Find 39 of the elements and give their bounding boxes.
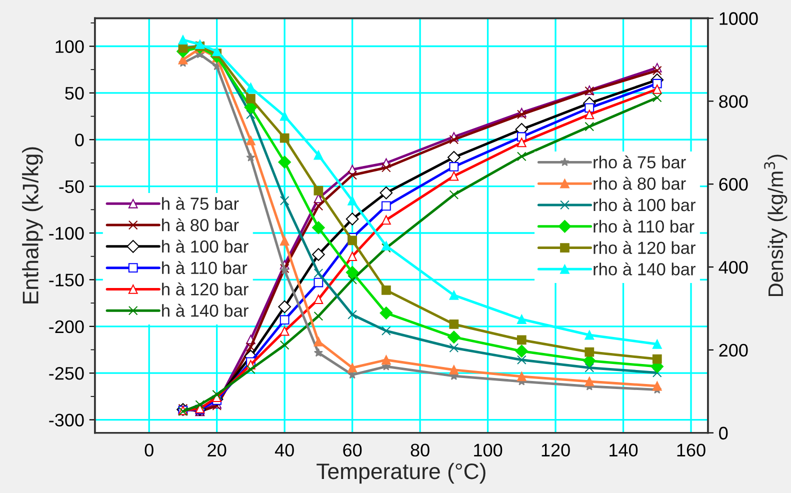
y2-tick-label: 800 xyxy=(719,95,748,108)
legend-label: rho à 80 bar xyxy=(594,176,686,190)
legend-label: h à 80 bar xyxy=(162,218,239,232)
legend-label: h à 120 bar xyxy=(162,282,248,296)
y-axis-title: Enthalpy (kJ/kg) xyxy=(22,147,43,304)
x-tick-label: 100 xyxy=(474,444,502,457)
legend-label: rho à 140 bar xyxy=(594,262,696,276)
y-tick-label: -250 xyxy=(49,367,84,380)
y-tick-label: -200 xyxy=(49,320,84,334)
x-tick-label: 0 xyxy=(144,444,154,457)
y-tick-label: -150 xyxy=(49,274,84,286)
y2-tick-label: 400 xyxy=(718,260,748,274)
y2-tick-label: 200 xyxy=(719,344,748,357)
x-tick-label: 40 xyxy=(274,444,294,457)
x-tick-label: 60 xyxy=(343,444,362,457)
y2-tick-label: 0 xyxy=(719,426,728,440)
legend-label: rho à 100 bar xyxy=(594,198,696,212)
x-axis-title: Temperature (°C) xyxy=(316,462,486,484)
x-tick-label: 80 xyxy=(410,444,430,457)
y-tick-label: 50 xyxy=(65,86,84,100)
y2-axis-title: Density (kg/m$^{3}$) xyxy=(764,154,788,296)
y-tick-label: 0 xyxy=(75,134,84,146)
legend-label: rho à 120 bar xyxy=(594,241,696,254)
legend-label: rho à 110 bar xyxy=(594,220,694,233)
legend-label: h à 140 bar xyxy=(162,304,248,317)
y2-tick-label: 600 xyxy=(719,178,748,191)
y-tick-label: -50 xyxy=(59,180,84,194)
y-tick-label: -300 xyxy=(49,414,84,426)
x-tick-label: 160 xyxy=(677,444,706,457)
legend-label: h à 75 bar xyxy=(162,196,239,210)
legend-label: h à 100 bar xyxy=(162,240,248,253)
y-tick-label: -100 xyxy=(49,226,84,240)
x-tick-label: 140 xyxy=(610,444,638,457)
legend-label: rho à 75 bar xyxy=(594,155,686,168)
y2-tick-label: 1000 xyxy=(720,12,758,25)
x-tick-label: 120 xyxy=(542,444,570,457)
legend-label: h à 110 bar xyxy=(162,261,248,274)
y-tick-label: 100 xyxy=(56,40,84,53)
x-tick-label: 20 xyxy=(208,444,226,457)
